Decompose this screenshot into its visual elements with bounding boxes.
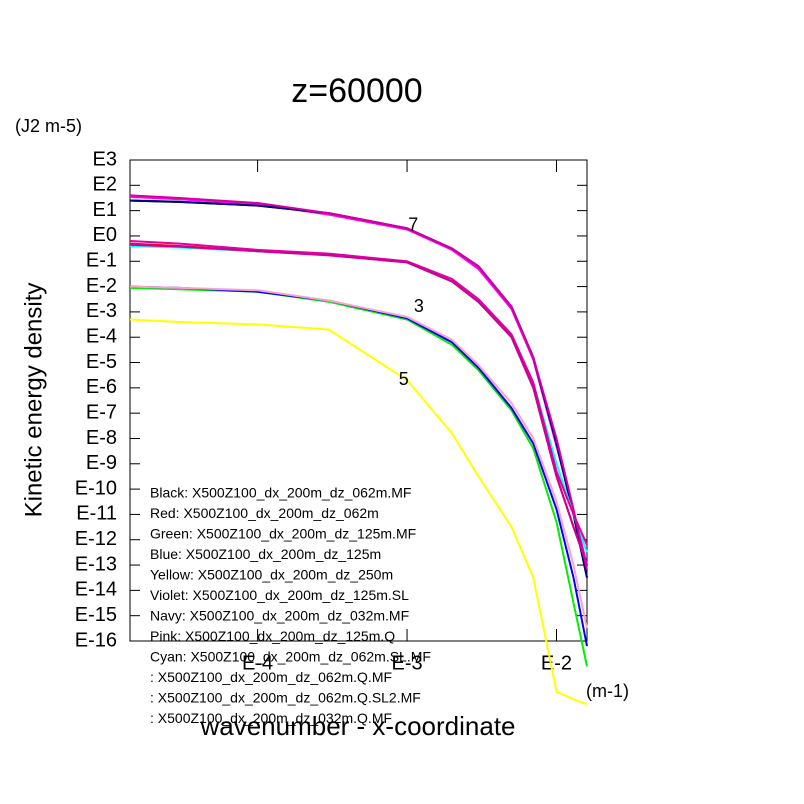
- y-tick-label: E-4: [86, 325, 117, 347]
- y-tick-label: E-8: [86, 427, 117, 449]
- series-line: [129, 285, 588, 647]
- series-line: [129, 194, 588, 571]
- series-line: [129, 243, 588, 566]
- legend-entry: Pink: X500Z100_dx_200m_dz_125m.Q: [150, 628, 395, 644]
- series-line: [129, 285, 588, 629]
- x-tick-label: E-3: [391, 652, 422, 674]
- y-tick-label: E3: [93, 148, 117, 170]
- legend-entry: : X500Z100_dx_200m_dz_062m.Q.MF: [150, 669, 392, 685]
- legend-entry: Navy: X500Z100_dx_200m_dz_032m.MF: [150, 608, 409, 624]
- y-tick-label: E-11: [76, 503, 117, 525]
- y-tick-label: E-9: [86, 452, 117, 474]
- curve-label: 5: [399, 369, 409, 389]
- y-tick-label: E-6: [86, 376, 117, 398]
- x-tick-label: E-2: [541, 652, 572, 674]
- y-unit: (J2 m-5): [15, 116, 82, 136]
- y-tick-label: E-7: [86, 401, 117, 423]
- y-tick-label: E1: [93, 199, 117, 221]
- y-axis-label: Kinetic energy density: [20, 283, 47, 518]
- curve-label: 3: [414, 296, 424, 316]
- x-axis-label: wavenumber - x-coordinate: [199, 711, 515, 741]
- y-tick-label: E-10: [75, 477, 117, 499]
- plot-frame: [129, 159, 588, 642]
- series-line: [129, 240, 588, 546]
- y-tick-label: E-16: [75, 629, 117, 651]
- y-tick-label: E-3: [86, 300, 117, 322]
- series-line: [129, 318, 588, 706]
- legend-entry: Blue: X500Z100_dx_200m_dz_125m: [150, 546, 381, 562]
- y-tick-label: E-15: [75, 604, 117, 626]
- y-tick-label: E-1: [86, 250, 117, 272]
- y-tick-label: E0: [93, 224, 117, 246]
- legend-entry: Green: X500Z100_dx_200m_dz_125m.MF: [150, 526, 416, 542]
- y-tick-label: E-5: [86, 351, 117, 373]
- x-tick-label: E-4: [242, 652, 273, 674]
- x-unit: (m-1): [586, 681, 629, 701]
- chart-title: z=60000: [291, 72, 422, 110]
- curve-label: 7: [408, 215, 418, 235]
- legend-entry: Violet: X500Z100_dx_200m_dz_125m.SL: [150, 587, 409, 603]
- y-tick-label: E-13: [75, 553, 117, 575]
- legend-entry: Cyan: X500Z100_dx_200m_dz_062m.SL.MF: [150, 649, 431, 665]
- legend-entry: Yellow: X500Z100_dx_200m_dz_250m: [150, 567, 393, 583]
- legend-entry: Red: X500Z100_dx_200m_dz_062m: [150, 505, 379, 521]
- y-tick-label: E-12: [75, 528, 117, 550]
- y-tick-label: E2: [93, 174, 117, 196]
- y-tick-label: E-14: [75, 579, 117, 601]
- legend-entry: Black: X500Z100_dx_200m_dz_062m.MF: [150, 485, 411, 501]
- legend-entry: : X500Z100_dx_200m_dz_032m.Q.MF: [150, 710, 392, 726]
- y-tick-label: E-2: [86, 275, 117, 297]
- legend-entry: : X500Z100_dx_200m_dz_062m.Q.SL2.MF: [150, 690, 421, 706]
